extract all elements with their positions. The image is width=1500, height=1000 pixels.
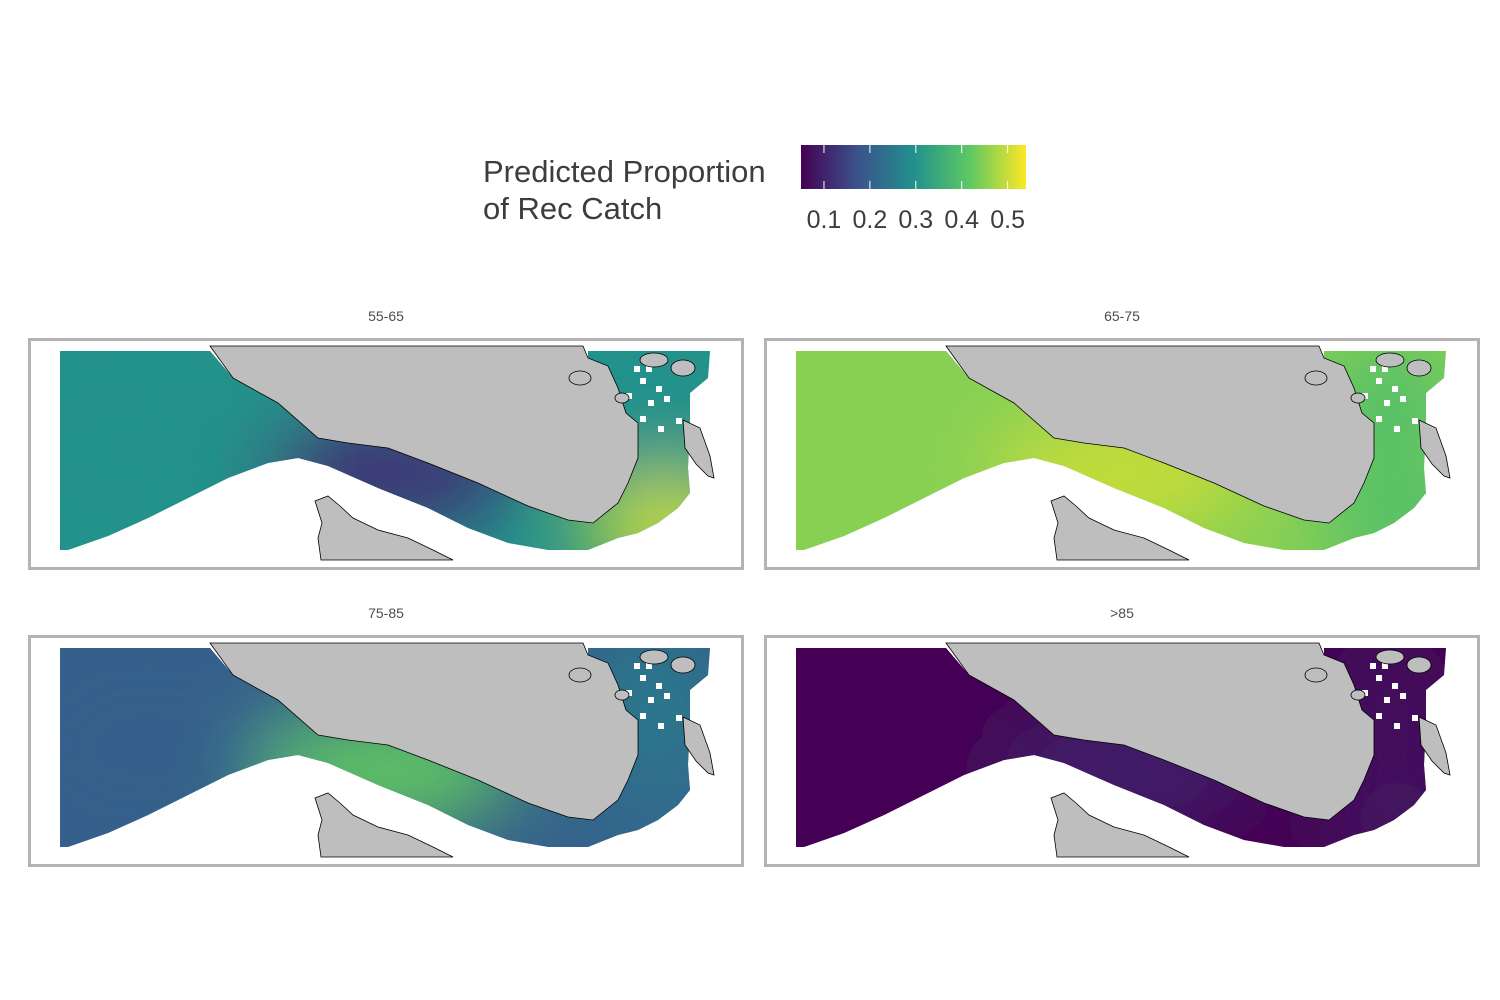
grid-gap [1394, 723, 1400, 729]
grid-gap [648, 697, 654, 703]
panel-label: 55-65 [368, 308, 404, 324]
panel-border [28, 338, 744, 570]
panel-label: >85 [1110, 605, 1134, 621]
island [1350, 392, 1366, 404]
grid-gap [634, 663, 640, 669]
grid-gap [1400, 396, 1406, 402]
island [639, 352, 669, 368]
grid-gap [1384, 400, 1390, 406]
grid-gap [676, 715, 682, 721]
grid-gap [656, 386, 662, 392]
legend-colorbar-gradient [801, 145, 1026, 189]
grid-gap [1392, 386, 1398, 392]
landmass [314, 495, 454, 561]
island [1350, 689, 1366, 701]
panel-border [764, 338, 1480, 570]
grid-gap [1412, 418, 1418, 424]
grid-gap [1382, 366, 1388, 372]
grid-gap [658, 723, 664, 729]
legend-colorbar: 0.1 0.2 0.3 0.4 0.5 [801, 145, 1026, 234]
legend-title-line1: Predicted Proportion [483, 154, 766, 189]
grid-gap [664, 693, 670, 699]
landmass [1418, 716, 1451, 776]
landmass [682, 419, 715, 479]
island [639, 649, 669, 665]
island [670, 656, 696, 674]
grid-gap [1400, 693, 1406, 699]
legend-tick-label: 0.5 [990, 206, 1025, 234]
grid-gap [640, 675, 646, 681]
legend-title-line2: of Rec Catch [483, 191, 663, 226]
grid-gap [664, 396, 670, 402]
grid-gap [1384, 697, 1390, 703]
island [1375, 352, 1405, 368]
grid-gap [646, 663, 652, 669]
grid-gap [640, 378, 646, 384]
legend-title: Predicted Proportion of Rec Catch [483, 153, 766, 227]
grid-gap [646, 366, 652, 372]
panel-border [28, 635, 744, 867]
landmass [1050, 495, 1190, 561]
landmass [682, 716, 715, 776]
island [1406, 359, 1432, 377]
panel-label: 75-85 [368, 605, 404, 621]
landmass [209, 642, 639, 821]
island [614, 392, 630, 404]
grid-gap [626, 393, 632, 399]
grid-gap [634, 366, 640, 372]
legend-tick-label: 0.3 [898, 206, 933, 234]
landmass [945, 345, 1375, 524]
legend-tick-label: 0.1 [807, 206, 842, 234]
grid-gap [1392, 683, 1398, 689]
grid-gap [658, 426, 664, 432]
legend-tick-label: 0.4 [944, 206, 979, 234]
grid-gap [1376, 416, 1382, 422]
grid-gap [1394, 426, 1400, 432]
landmass [209, 345, 639, 524]
legend-ticks [823, 145, 1009, 189]
landmass [314, 792, 454, 858]
island [1375, 649, 1405, 665]
landmass [945, 642, 1375, 821]
map-panel [28, 338, 744, 570]
map-panel [28, 635, 744, 867]
panel-border [764, 635, 1480, 867]
map-panel [764, 338, 1480, 570]
legend-tick-labels: 0.1 0.2 0.3 0.4 0.5 [807, 206, 1025, 234]
landmass [1418, 419, 1451, 479]
grid-gap [1376, 378, 1382, 384]
grid-gap [1376, 675, 1382, 681]
grid-gap [1412, 715, 1418, 721]
grid-gap [676, 418, 682, 424]
island [1304, 667, 1328, 683]
grid-gap [640, 713, 646, 719]
panel-label: 65-75 [1104, 308, 1140, 324]
island [568, 370, 592, 386]
legend-tick-label: 0.2 [852, 206, 887, 234]
island [568, 667, 592, 683]
map-panel [764, 635, 1480, 867]
grid-gap [640, 416, 646, 422]
island [670, 359, 696, 377]
grid-gap [1362, 690, 1368, 696]
landmass [1050, 792, 1190, 858]
grid-gap [1382, 663, 1388, 669]
grid-gap [656, 683, 662, 689]
island [1406, 656, 1432, 674]
grid-gap [1362, 393, 1368, 399]
island [614, 689, 630, 701]
grid-gap [1370, 366, 1376, 372]
grid-gap [1376, 713, 1382, 719]
grid-gap [626, 690, 632, 696]
grid-gap [1370, 663, 1376, 669]
island [1304, 370, 1328, 386]
grid-gap [648, 400, 654, 406]
